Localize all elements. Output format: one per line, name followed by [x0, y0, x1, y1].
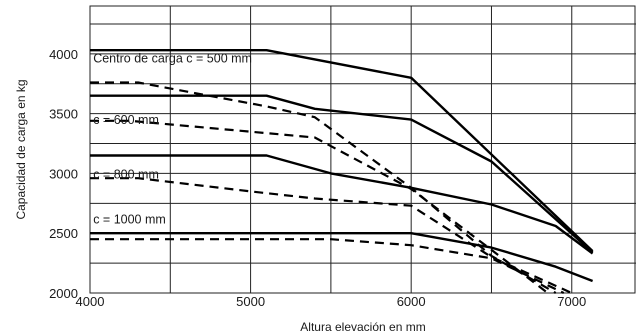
- series-line-solid: [90, 49, 594, 252]
- series-line-dashed: [90, 119, 549, 294]
- series-lines: [90, 49, 594, 295]
- x-tick-label: 4000: [76, 294, 105, 309]
- series-label: c = 600 mm: [93, 113, 159, 127]
- plot-frame: [89, 5, 636, 294]
- y-axis-label: Capacidad de carga en kg: [14, 79, 28, 219]
- x-axis-label: Altura elevación en mm: [300, 320, 425, 333]
- series-line-dashed: [90, 81, 557, 294]
- series-labels: Centro de carga c = 500 mm c = 600 mm c = …: [93, 52, 252, 227]
- tick-labels: 4000 5000 6000 7000 2000 2500 3000 3500 4000: [49, 47, 586, 309]
- series-line-solid: [90, 231, 594, 283]
- series-label: c = 1000 mm: [93, 212, 166, 226]
- series-label: c = 800 mm: [93, 168, 159, 182]
- x-tick-label: 5000: [236, 294, 265, 309]
- x-tick-label: 6000: [397, 294, 426, 309]
- x-tick-label: 7000: [557, 294, 586, 309]
- series-line-dashed: [90, 238, 565, 294]
- y-tick-label: 2000: [49, 286, 78, 301]
- y-tick-label: 3500: [49, 107, 78, 122]
- series-line-dashed: [90, 177, 573, 295]
- series-label: Centro de carga c = 500 mm: [93, 52, 252, 66]
- y-tick-label: 2500: [49, 226, 78, 241]
- series-line-solid: [90, 154, 594, 255]
- y-tick-label: 4000: [49, 47, 78, 62]
- y-tick-label: 3000: [49, 166, 78, 181]
- series-line-solid: [90, 94, 594, 254]
